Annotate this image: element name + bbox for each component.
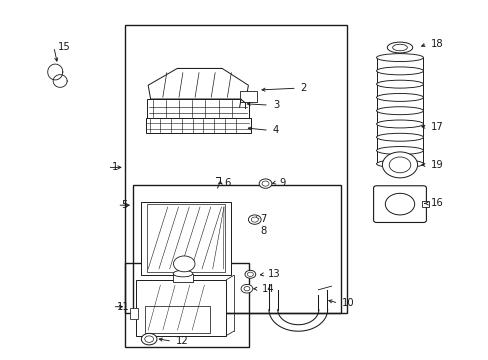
Bar [173, 274, 192, 282]
Ellipse shape [392, 44, 407, 51]
Bar [144, 306, 209, 333]
Text: 8: 8 [260, 226, 266, 236]
Text: 11: 11 [116, 302, 129, 312]
Circle shape [144, 336, 153, 342]
Text: 4: 4 [272, 125, 279, 135]
Text: 12: 12 [176, 336, 188, 346]
Ellipse shape [386, 42, 412, 53]
Text: 6: 6 [224, 177, 230, 188]
Text: 5: 5 [121, 200, 127, 210]
Ellipse shape [376, 107, 423, 114]
Circle shape [141, 333, 157, 345]
Circle shape [385, 193, 414, 215]
Circle shape [248, 215, 261, 224]
Bar [239, 91, 256, 102]
Text: 17: 17 [430, 122, 443, 132]
Bar [145, 118, 250, 133]
Circle shape [247, 272, 253, 276]
Text: 13: 13 [267, 269, 280, 279]
Circle shape [244, 270, 255, 278]
Ellipse shape [376, 120, 423, 128]
Bar [141, 202, 231, 275]
Text: 7: 7 [260, 213, 266, 224]
Text: 2: 2 [300, 83, 306, 93]
Text: 19: 19 [430, 160, 443, 170]
Ellipse shape [376, 67, 423, 75]
Circle shape [241, 284, 252, 293]
Ellipse shape [173, 270, 192, 277]
FancyBboxPatch shape [373, 186, 426, 222]
Circle shape [259, 179, 271, 188]
Bar [133, 185, 340, 313]
Circle shape [262, 181, 268, 186]
Text: 14: 14 [261, 284, 274, 294]
Ellipse shape [376, 54, 423, 62]
Text: 9: 9 [279, 177, 285, 188]
Circle shape [388, 157, 410, 173]
Bar [136, 280, 226, 336]
Bar [422, 201, 428, 207]
Ellipse shape [376, 80, 423, 88]
Text: 10: 10 [342, 298, 354, 308]
Ellipse shape [376, 160, 423, 168]
Polygon shape [148, 68, 248, 99]
Circle shape [251, 217, 258, 222]
Bar [124, 25, 346, 313]
Circle shape [244, 287, 249, 291]
Ellipse shape [376, 133, 423, 141]
Bar [146, 204, 225, 272]
Text: 15: 15 [58, 42, 70, 52]
Text: 3: 3 [272, 100, 279, 110]
Bar [130, 308, 138, 319]
Circle shape [173, 256, 195, 272]
Bar [124, 263, 249, 347]
Ellipse shape [376, 94, 423, 102]
Bar [146, 99, 249, 119]
Text: 18: 18 [430, 39, 443, 49]
Ellipse shape [376, 147, 423, 154]
Text: 1: 1 [111, 162, 118, 172]
Text: 16: 16 [430, 198, 443, 208]
Circle shape [382, 152, 417, 178]
